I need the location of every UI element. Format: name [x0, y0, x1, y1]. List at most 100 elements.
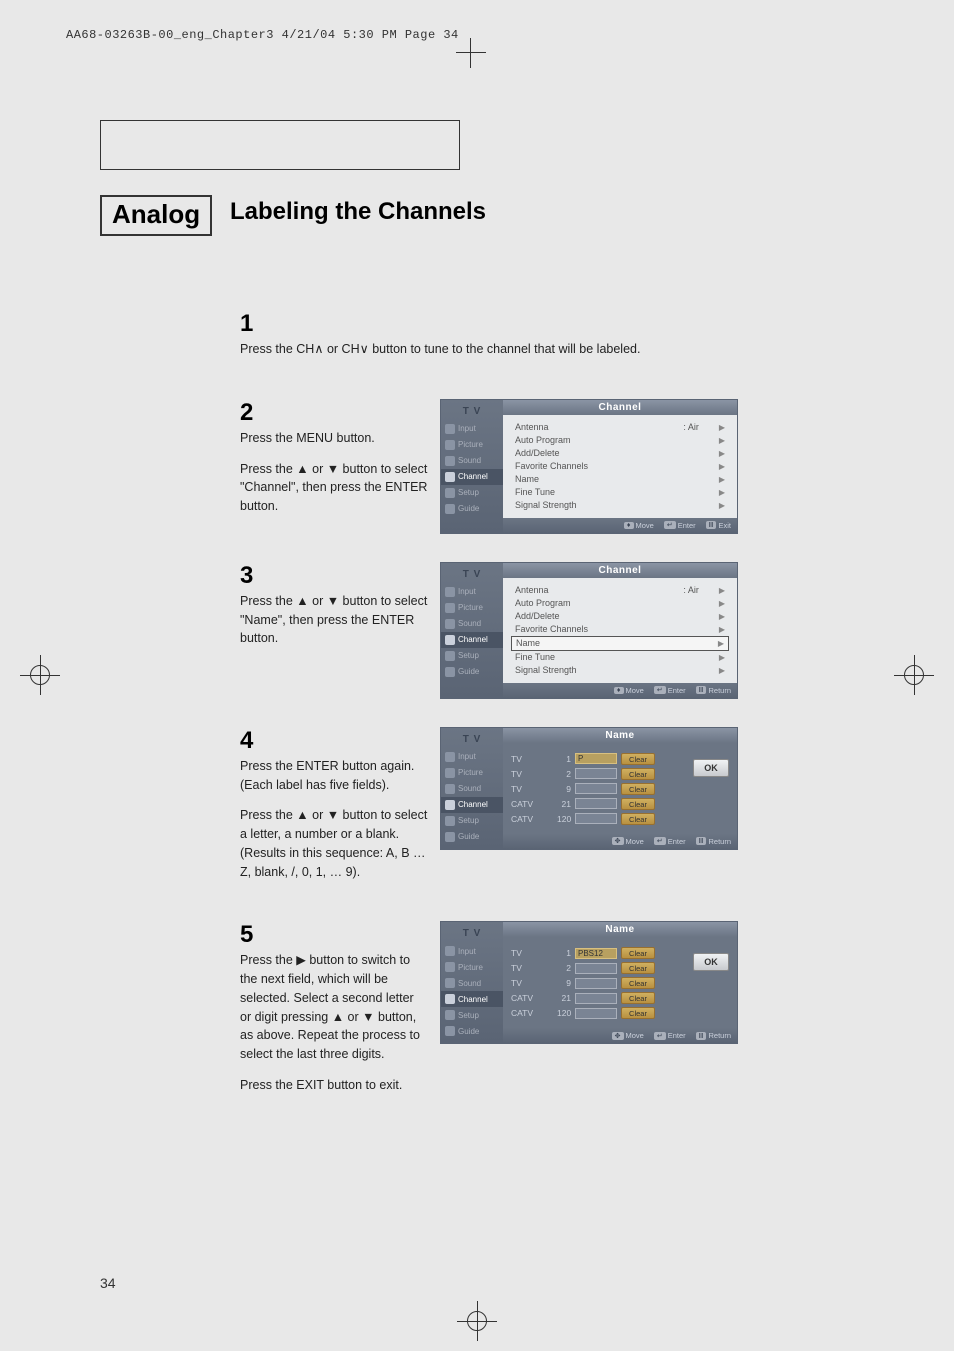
osd-tab-setup[interactable]: Setup — [441, 1007, 503, 1023]
osd-tab-channel[interactable]: Channel — [441, 632, 503, 648]
osd-name-edit: T V Input Picture Sound Channel Setup Gu… — [440, 727, 738, 850]
osd-item-finetune[interactable]: Fine Tune▶ — [511, 486, 729, 499]
osd-name-row[interactable]: TV9Clear — [511, 783, 685, 795]
osd-name-row[interactable]: CATV21Clear — [511, 992, 685, 1004]
osd-tab-sound[interactable]: Sound — [441, 975, 503, 991]
step-text: Press the ▲ or ▼ button to select "Chann… — [240, 460, 428, 516]
osd-name-row[interactable]: CATV21Clear — [511, 798, 685, 810]
osd-item-name[interactable]: Name▶ — [511, 473, 729, 486]
osd-tab-guide[interactable]: Guide — [441, 664, 503, 680]
name-field[interactable]: P — [575, 753, 617, 764]
osd-item-favorite[interactable]: Favorite Channels▶ — [511, 460, 729, 473]
osd-sidebar: T V Input Picture Sound Channel Setup Gu… — [441, 922, 503, 1043]
sound-icon — [445, 978, 455, 988]
osd-tab-picture[interactable]: Picture — [441, 437, 503, 453]
osd-item-autoprogram[interactable]: Auto Program▶ — [511, 434, 729, 447]
clear-button[interactable]: Clear — [621, 768, 655, 780]
osd-tv-label: T V — [441, 732, 503, 749]
step-text: Press the ▶ button to switch to the next… — [240, 951, 428, 1064]
osd-item-adddelete[interactable]: Add/Delete▶ — [511, 447, 729, 460]
step-number: 1 — [240, 310, 728, 338]
step-3: 3 Press the ▲ or ▼ button to select "Nam… — [240, 562, 740, 699]
osd-tab-setup[interactable]: Setup — [441, 648, 503, 664]
step-5: 5 Press the ▶ button to switch to the ne… — [240, 921, 740, 1106]
osd-item-antenna[interactable]: Antenna: Air▶ — [511, 421, 729, 434]
ok-button[interactable]: OK — [693, 953, 729, 971]
osd-tv-label: T V — [441, 567, 503, 584]
osd-tab-channel[interactable]: Channel — [441, 991, 503, 1007]
osd-footer: ✥Move ↵Enter ⅢReturn — [503, 1028, 737, 1043]
setup-icon — [445, 488, 455, 498]
osd-item-name[interactable]: Name▶ — [511, 636, 729, 651]
osd-item-antenna[interactable]: Antenna: Air▶ — [511, 584, 729, 597]
osd-footer: ♦Move ↵Enter ⅢReturn — [503, 683, 737, 698]
name-field[interactable] — [575, 978, 617, 989]
crop-mark-top — [456, 38, 486, 68]
osd-item-signal[interactable]: Signal Strength▶ — [511, 499, 729, 512]
osd-item-autoprogram[interactable]: Auto Program▶ — [511, 597, 729, 610]
osd-item-favorite[interactable]: Favorite Channels▶ — [511, 623, 729, 636]
osd-tab-setup[interactable]: Setup — [441, 813, 503, 829]
osd-name-row[interactable]: CATV120Clear — [511, 813, 685, 825]
osd-tab-channel[interactable]: Channel — [441, 797, 503, 813]
analog-badge: Analog — [100, 195, 212, 236]
osd-name-row[interactable]: TV9Clear — [511, 977, 685, 989]
guide-icon — [445, 504, 455, 514]
steps-container: 1 Press the CH∧ or CH∨ button to tune to… — [240, 310, 740, 1135]
name-field[interactable] — [575, 993, 617, 1004]
osd-tab-guide[interactable]: Guide — [441, 829, 503, 845]
clear-button[interactable]: Clear — [621, 962, 655, 974]
name-field[interactable]: PBS12 — [575, 948, 617, 959]
osd-tab-picture[interactable]: Picture — [441, 765, 503, 781]
chevron-right-icon: ▶ — [719, 666, 725, 675]
osd-name-row[interactable]: TV1PClear — [511, 753, 685, 765]
step-4: 4 Press the ENTER button again. (Each la… — [240, 727, 740, 894]
clear-button[interactable]: Clear — [621, 753, 655, 765]
enter-key-icon: ↵ — [654, 686, 666, 694]
guide-icon — [445, 667, 455, 677]
name-field[interactable] — [575, 963, 617, 974]
osd-name-row[interactable]: TV1PBS12Clear — [511, 947, 685, 959]
clear-button[interactable]: Clear — [621, 813, 655, 825]
osd-tab-input[interactable]: Input — [441, 584, 503, 600]
clear-button[interactable]: Clear — [621, 992, 655, 1004]
osd-tab-input[interactable]: Input — [441, 421, 503, 437]
osd-tab-guide[interactable]: Guide — [441, 501, 503, 517]
osd-name-row[interactable]: TV2Clear — [511, 768, 685, 780]
osd-tab-channel[interactable]: Channel — [441, 469, 503, 485]
clear-button[interactable]: Clear — [621, 977, 655, 989]
name-field[interactable] — [575, 768, 617, 779]
name-field[interactable] — [575, 798, 617, 809]
updown-icon: ♦ — [614, 687, 624, 694]
osd-panel-title: Name — [503, 922, 737, 937]
clear-button[interactable]: Clear — [621, 783, 655, 795]
step-1: 1 Press the CH∧ or CH∨ button to tune to… — [240, 310, 740, 371]
clear-button[interactable]: Clear — [621, 947, 655, 959]
chevron-right-icon: ▶ — [719, 488, 725, 497]
clear-button[interactable]: Clear — [621, 798, 655, 810]
osd-tab-input[interactable]: Input — [441, 943, 503, 959]
osd-name-row[interactable]: TV2Clear — [511, 962, 685, 974]
osd-main: Name TV1PClear TV2Clear TV9Clear CATV21C… — [503, 728, 737, 849]
ok-button[interactable]: OK — [693, 759, 729, 777]
osd-tab-picture[interactable]: Picture — [441, 959, 503, 975]
osd-tab-sound[interactable]: Sound — [441, 616, 503, 632]
name-field[interactable] — [575, 783, 617, 794]
osd-tab-sound[interactable]: Sound — [441, 453, 503, 469]
step-text: Press the MENU button. — [240, 429, 428, 448]
name-field[interactable] — [575, 1008, 617, 1019]
osd-tab-sound[interactable]: Sound — [441, 781, 503, 797]
osd-tab-guide[interactable]: Guide — [441, 1023, 503, 1039]
clear-button[interactable]: Clear — [621, 1007, 655, 1019]
osd-tab-input[interactable]: Input — [441, 749, 503, 765]
return-key-icon: Ⅲ — [696, 1032, 707, 1040]
osd-tab-picture[interactable]: Picture — [441, 600, 503, 616]
osd-tab-setup[interactable]: Setup — [441, 485, 503, 501]
osd-panel-title: Channel — [503, 563, 737, 578]
osd-item-finetune[interactable]: Fine Tune▶ — [511, 651, 729, 664]
osd-item-adddelete[interactable]: Add/Delete▶ — [511, 610, 729, 623]
osd-item-signal[interactable]: Signal Strength▶ — [511, 664, 729, 677]
osd-name-row[interactable]: CATV120Clear — [511, 1007, 685, 1019]
osd-footer: ✥Move ↵Enter ⅢReturn — [503, 834, 737, 849]
name-field[interactable] — [575, 813, 617, 824]
